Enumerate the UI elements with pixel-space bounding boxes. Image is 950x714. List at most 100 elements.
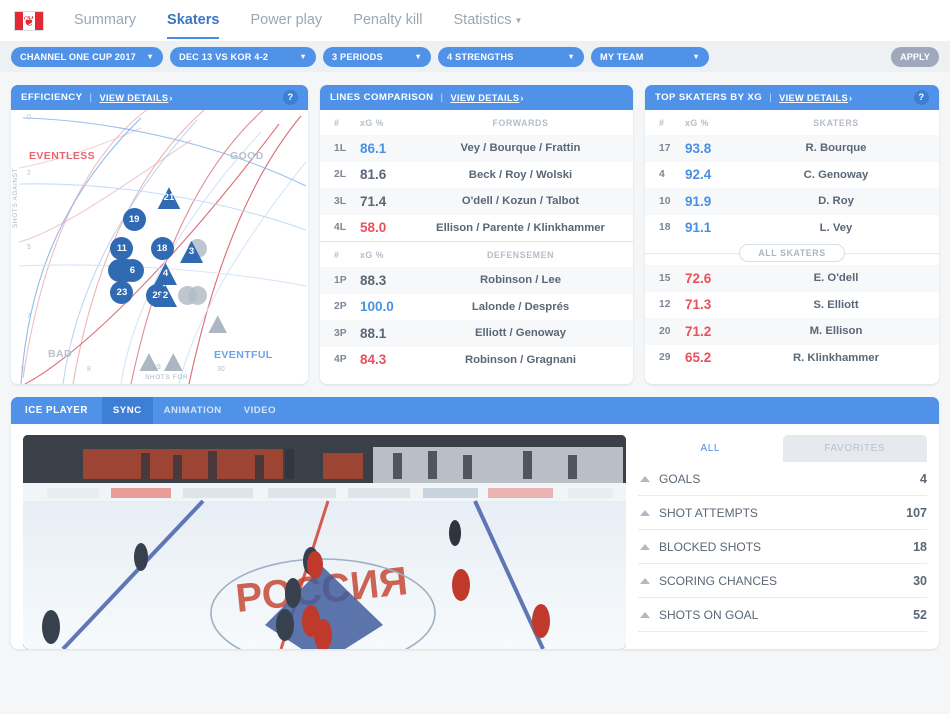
scatter-marker-player-21[interactable]: 21 xyxy=(157,186,181,210)
top-navigation: ❦ Summary Skaters Power play Penalty kill St… xyxy=(0,0,950,41)
row-name: C. Genoway xyxy=(803,168,869,181)
stat-row-scoring-chances[interactable]: SCORING CHANCES 30 xyxy=(638,564,927,598)
efficiency-chart[interactable]: 0 2 5 7 5 8 19 30 SHOTS AGAINST SHOTS FO… xyxy=(11,110,308,384)
bottom-skater-row[interactable]: 20 71.2 M. Ellison xyxy=(645,318,939,345)
top-skaters-help-icon[interactable]: ? xyxy=(914,90,929,105)
row-name: O'dell / Kozun / Talbot xyxy=(461,195,580,208)
bottom-skater-row[interactable]: 15 72.6 E. O'dell xyxy=(645,265,939,292)
row-value: 100.0 xyxy=(360,299,394,315)
column-header: SKATERS xyxy=(813,117,859,128)
top-skater-row[interactable]: 4 92.4 C. Genoway xyxy=(645,162,939,189)
scatter-marker-opponent[interactable] xyxy=(188,286,208,306)
top-skaters-view-details-link[interactable]: VIEW DETAILS› xyxy=(779,93,852,103)
row-name: Lalonde / Després xyxy=(471,300,570,313)
all-skaters-button[interactable]: ALL SKATERS xyxy=(739,244,845,262)
marker-label: 2 xyxy=(162,290,169,302)
chevron-right-icon: › xyxy=(520,92,524,103)
bottom-skater-row[interactable]: 12 71.3 S. Elliott xyxy=(645,292,939,319)
ice-player-tab-animation[interactable]: ANIMATION xyxy=(163,405,222,416)
lines-forward-row[interactable]: 4L 58.0 Ellison / Parente / Klinkhammer xyxy=(320,215,633,242)
stat-row-shots-on-goal[interactable]: SHOTS ON GOAL 52 xyxy=(638,598,927,632)
row-number: 4P xyxy=(334,354,347,366)
lines-forward-row[interactable]: 2L 81.6 Beck / Roy / Wolski xyxy=(320,162,633,189)
ice-player-title: ICE PLAYER xyxy=(25,405,88,416)
scatter-marker-opponent[interactable] xyxy=(208,314,228,334)
lines-defenseman-row[interactable]: 4P 84.3 Robinson / Gragnani xyxy=(320,347,633,374)
nav-item-label: Power play xyxy=(250,12,323,28)
filter-chip-2[interactable]: DEC 13 VS KOR 4-2 ▼ xyxy=(170,46,316,67)
stats-tab-all[interactable]: ALL xyxy=(638,435,783,462)
table-header-row: # xG % FORWARDS xyxy=(320,110,633,135)
row-number: 15 xyxy=(659,272,671,284)
lines-forward-row[interactable]: 3L 71.4 O'dell / Kozun / Talbot xyxy=(320,188,633,215)
filter-chip-5[interactable]: MY TEAM ▼ xyxy=(591,46,709,67)
filter-chip-3[interactable]: 3 PERIODS ▼ xyxy=(323,46,431,67)
row-number: 1P xyxy=(334,274,347,286)
triangle-up-icon xyxy=(640,475,650,482)
row-number: 29 xyxy=(659,352,671,364)
column-header: FORWARDS xyxy=(492,117,549,128)
lines-defenseman-row[interactable]: 1P 88.3 Robinson / Lee xyxy=(320,267,633,294)
nav-item-skaters[interactable]: Skaters xyxy=(167,2,220,39)
ice-player-tab-video[interactable]: VIDEO xyxy=(243,405,277,416)
scatter-marker-player-19[interactable]: 19 xyxy=(122,208,146,232)
lines-forward-row[interactable]: 1L 86.1 Vey / Bourque / Frattin xyxy=(320,135,633,162)
scatter-marker-player-4[interactable]: 4 xyxy=(153,262,177,285)
quadrant-label-good: GOOD xyxy=(230,150,264,162)
scatter-marker-player-3[interactable]: 3 xyxy=(180,240,204,263)
marker-label: 3 xyxy=(188,245,195,257)
scatter-marker-player-18[interactable]: 18 xyxy=(150,236,174,260)
video-player[interactable]: РОССИЯ xyxy=(23,435,626,649)
nav-item-statistics[interactable]: Statistics ▼ xyxy=(454,2,523,39)
triangle-up-icon xyxy=(640,509,650,516)
scatter-marker-player-11[interactable]: 11 xyxy=(110,236,134,260)
stat-row-shot-attempts[interactable]: SHOT ATTEMPTS 107 xyxy=(638,496,927,530)
triangle-shape xyxy=(208,315,228,334)
stat-row-goals[interactable]: GOALS 4 xyxy=(638,462,927,496)
nav-item-power-play[interactable]: Power play xyxy=(250,2,322,39)
scatter-marker-player-23[interactable]: 23 xyxy=(110,280,134,304)
row-name: R. Bourque xyxy=(805,142,867,155)
bottom-skater-row[interactable]: 29 65.2 R. Klinkhammer xyxy=(645,345,939,372)
scatter-marker-opponent[interactable] xyxy=(139,352,159,372)
filter-chip-4[interactable]: 4 STRENGTHS ▼ xyxy=(438,46,584,67)
filter-chip-1[interactable]: CHANNEL ONE CUP 2017 ▼ xyxy=(11,46,163,67)
efficiency-help-icon[interactable]: ? xyxy=(283,90,298,105)
filter-chip-label: 3 PERIODS xyxy=(332,51,383,62)
marker-label: 23 xyxy=(116,286,128,298)
top-skaters-view-details-label: VIEW DETAILS xyxy=(779,92,848,103)
chevron-down-icon: ▼ xyxy=(414,52,422,61)
ice-player-tab-sync[interactable]: SYNC xyxy=(101,397,153,424)
stat-row-blocked-shots[interactable]: BLOCKED SHOTS 18 xyxy=(638,530,927,564)
x-tick-0: 5 xyxy=(21,366,25,373)
top-skater-row[interactable]: 18 91.1 L. Vey xyxy=(645,215,939,242)
stat-label: BLOCKED SHOTS xyxy=(659,539,762,554)
lines-view-details-link[interactable]: VIEW DETAILS› xyxy=(450,93,523,103)
x-tick-1: 8 xyxy=(87,366,91,373)
row-number: 3L xyxy=(334,195,347,207)
lines-defenseman-row[interactable]: 3P 88.1 Elliott / Genoway xyxy=(320,320,633,347)
row-name: S. Elliott xyxy=(813,298,859,311)
stat-value: 52 xyxy=(913,607,927,622)
nav-item-penalty-kill[interactable]: Penalty kill xyxy=(353,2,422,39)
top-skater-row[interactable]: 17 93.8 R. Bourque xyxy=(645,135,939,162)
all-skaters-divider: ALL SKATERS xyxy=(645,241,939,265)
stat-value: 30 xyxy=(913,573,927,588)
marker-label: 19 xyxy=(128,214,140,226)
marker-label: 18 xyxy=(156,242,168,254)
lines-defenseman-row[interactable]: 2P 100.0 Lalonde / Després xyxy=(320,294,633,321)
y-tick-0: 0 xyxy=(27,114,31,121)
column-header: xG % xyxy=(360,117,385,128)
row-value: 84.3 xyxy=(360,352,387,368)
top-skater-row[interactable]: 10 91.9 D. Roy xyxy=(645,188,939,215)
scatter-marker-player-2[interactable]: 2 xyxy=(153,284,177,308)
scatter-marker-opponent[interactable] xyxy=(163,352,183,372)
scatter-marker-player-6[interactable]: 6 xyxy=(120,258,144,282)
nav-item-summary[interactable]: Summary xyxy=(74,2,136,39)
nav-item-label: Summary xyxy=(74,12,137,28)
efficiency-view-details-link[interactable]: VIEW DETAILS› xyxy=(100,93,173,103)
stat-value: 4 xyxy=(920,471,927,486)
apply-button[interactable]: APPLY xyxy=(891,46,939,67)
column-header: # xyxy=(334,249,340,260)
stats-tab-favorites[interactable]: FAVORITES xyxy=(782,435,927,462)
